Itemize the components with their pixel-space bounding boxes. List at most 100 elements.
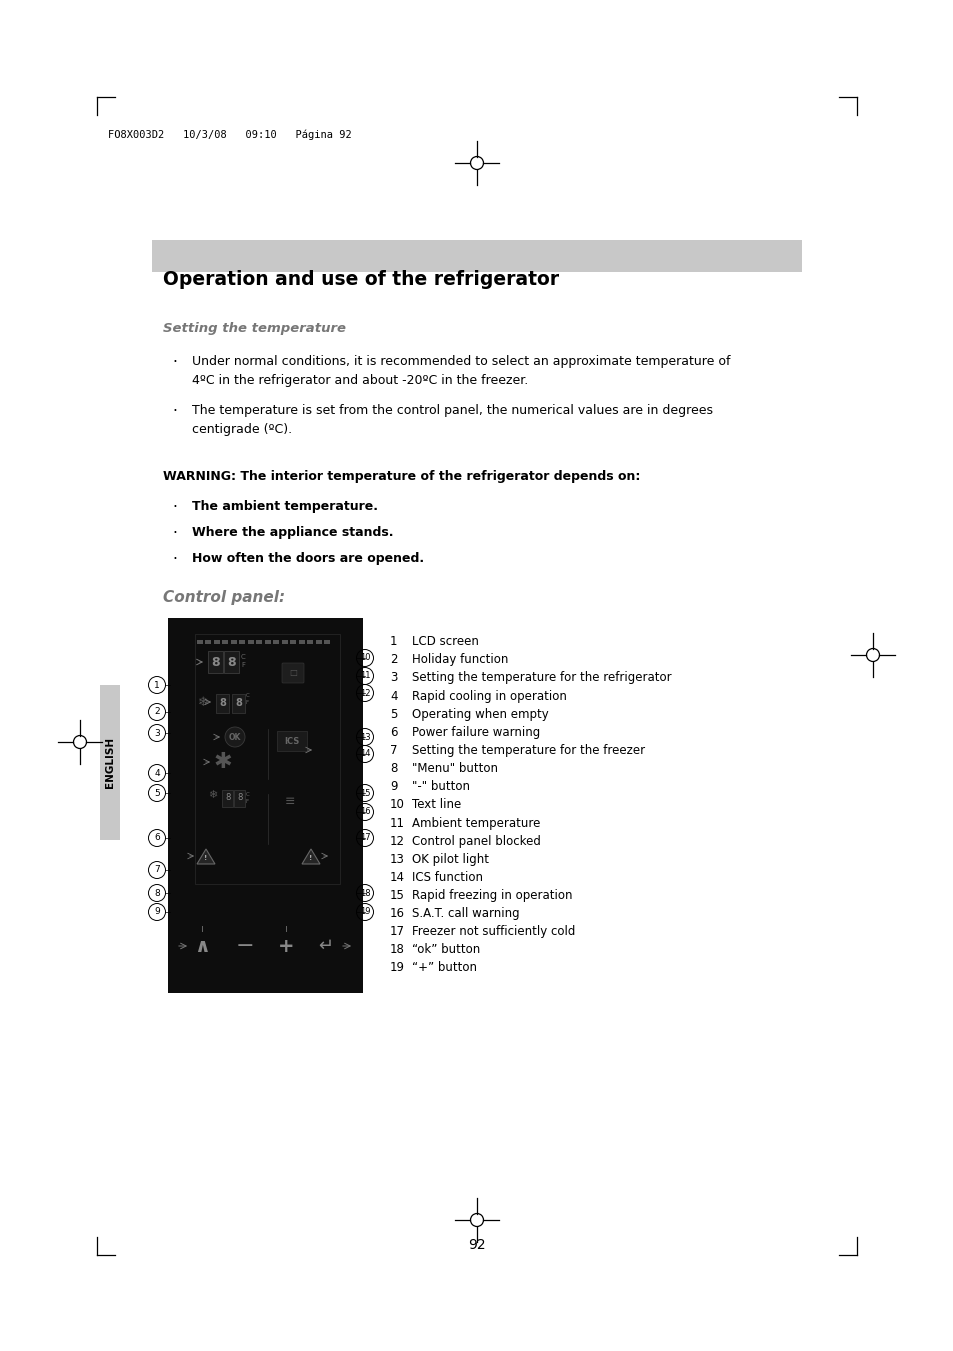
Text: 7: 7 [154, 866, 160, 874]
Text: Freezer not sufficiently cold: Freezer not sufficiently cold [412, 925, 575, 938]
Text: Text line: Text line [412, 798, 460, 811]
Text: centigrade (ºC).: centigrade (ºC). [192, 423, 292, 436]
Polygon shape [196, 848, 214, 865]
Text: 4ºC in the refrigerator and about -20ºC in the freezer.: 4ºC in the refrigerator and about -20ºC … [192, 374, 528, 386]
Circle shape [225, 727, 245, 747]
Bar [282, 640, 288, 644]
Text: Control panel:: Control panel: [163, 590, 285, 605]
Text: !: ! [204, 855, 208, 861]
Text: ·: · [172, 355, 176, 370]
Bar [222, 640, 229, 644]
Text: 5: 5 [390, 708, 397, 721]
Text: The ambient temperature.: The ambient temperature. [192, 500, 377, 513]
Bar [196, 640, 203, 644]
Text: ICS: ICS [284, 736, 299, 746]
Text: ∧: ∧ [193, 936, 210, 955]
Text: ≡: ≡ [284, 796, 294, 808]
Text: Rapid freezing in operation: Rapid freezing in operation [412, 889, 572, 902]
Text: +: + [277, 936, 294, 955]
Text: 12: 12 [390, 835, 405, 848]
FancyBboxPatch shape [208, 651, 223, 673]
Text: 5: 5 [154, 789, 160, 797]
FancyBboxPatch shape [276, 731, 307, 751]
Text: 11: 11 [390, 817, 405, 830]
Text: 17: 17 [390, 925, 405, 938]
Bar [291, 640, 296, 644]
Text: Ambient temperature: Ambient temperature [412, 817, 539, 830]
Text: ·: · [172, 404, 176, 419]
Text: 1: 1 [154, 681, 160, 689]
Text: Setting the temperature: Setting the temperature [163, 322, 346, 335]
Bar [231, 640, 236, 644]
Text: C: C [241, 654, 246, 661]
Text: “+” button: “+” button [412, 961, 476, 974]
Text: 19: 19 [390, 961, 405, 974]
Text: 10: 10 [359, 654, 370, 662]
Text: 9: 9 [154, 908, 160, 916]
Text: 9: 9 [390, 780, 397, 793]
Text: ·: · [172, 500, 176, 515]
Text: S.A.T. call warning: S.A.T. call warning [412, 907, 519, 920]
Bar [213, 640, 220, 644]
Text: C: C [246, 693, 250, 698]
Text: Setting the temperature for the refrigerator: Setting the temperature for the refriger… [412, 671, 671, 684]
Text: 8: 8 [235, 698, 242, 708]
Text: ❄: ❄ [197, 696, 208, 708]
Text: 13: 13 [359, 732, 370, 742]
Bar [274, 640, 279, 644]
Text: F: F [241, 662, 245, 667]
Text: WARNING: The interior temperature of the refrigerator depends on:: WARNING: The interior temperature of the… [163, 470, 639, 484]
Text: 13: 13 [390, 852, 404, 866]
Text: 16: 16 [390, 907, 405, 920]
Text: 14: 14 [390, 871, 405, 884]
Text: 8: 8 [211, 655, 219, 669]
Text: Rapid cooling in operation: Rapid cooling in operation [412, 690, 566, 703]
Text: 15: 15 [359, 789, 370, 797]
Bar [248, 640, 253, 644]
Text: How often the doors are opened.: How often the doors are opened. [192, 553, 424, 565]
Text: ↵: ↵ [318, 938, 334, 955]
Text: 11: 11 [359, 671, 370, 681]
Text: C: C [246, 792, 250, 797]
Text: Control panel blocked: Control panel blocked [412, 835, 540, 848]
Text: ·: · [172, 526, 176, 540]
Text: 8: 8 [237, 793, 242, 802]
Text: 1: 1 [390, 635, 397, 648]
Text: 7: 7 [390, 744, 397, 757]
Text: Holiday function: Holiday function [412, 653, 508, 666]
Text: Setting the temperature for the freezer: Setting the temperature for the freezer [412, 744, 644, 757]
Text: 8: 8 [227, 655, 235, 669]
Text: Under normal conditions, it is recommended to select an approximate temperature : Under normal conditions, it is recommend… [192, 355, 730, 367]
Bar [315, 640, 322, 644]
Text: 8: 8 [219, 698, 226, 708]
Text: 15: 15 [390, 889, 404, 902]
Text: ICS function: ICS function [412, 871, 482, 884]
Text: !: ! [309, 855, 313, 861]
Text: F: F [246, 798, 249, 804]
FancyBboxPatch shape [224, 651, 239, 673]
Text: Power failure warning: Power failure warning [412, 725, 539, 739]
FancyBboxPatch shape [222, 789, 233, 807]
FancyBboxPatch shape [234, 789, 245, 807]
Text: ✱: ✱ [213, 753, 233, 771]
Text: FO8X003D2   10/3/08   09:10   Página 92: FO8X003D2 10/3/08 09:10 Página 92 [108, 130, 352, 141]
Bar [256, 640, 262, 644]
Text: 17: 17 [359, 834, 370, 843]
Text: 3: 3 [390, 671, 397, 684]
Text: 6: 6 [154, 834, 160, 843]
Text: ENGLISH: ENGLISH [105, 736, 115, 788]
FancyBboxPatch shape [233, 693, 245, 712]
Text: 8: 8 [154, 889, 160, 897]
Text: LCD screen: LCD screen [412, 635, 478, 648]
Text: 92: 92 [468, 1238, 485, 1252]
Text: 6: 6 [390, 725, 397, 739]
Text: Where the appliance stands.: Where the appliance stands. [192, 526, 393, 539]
Text: OK: OK [229, 732, 241, 742]
Text: Operation and use of the refrigerator: Operation and use of the refrigerator [163, 270, 558, 289]
Bar [265, 640, 271, 644]
Text: 12: 12 [359, 689, 370, 697]
Text: OK pilot light: OK pilot light [412, 852, 489, 866]
FancyBboxPatch shape [152, 240, 801, 272]
Text: The temperature is set from the control panel, the numerical values are in degre: The temperature is set from the control … [192, 404, 712, 417]
Bar [324, 640, 330, 644]
